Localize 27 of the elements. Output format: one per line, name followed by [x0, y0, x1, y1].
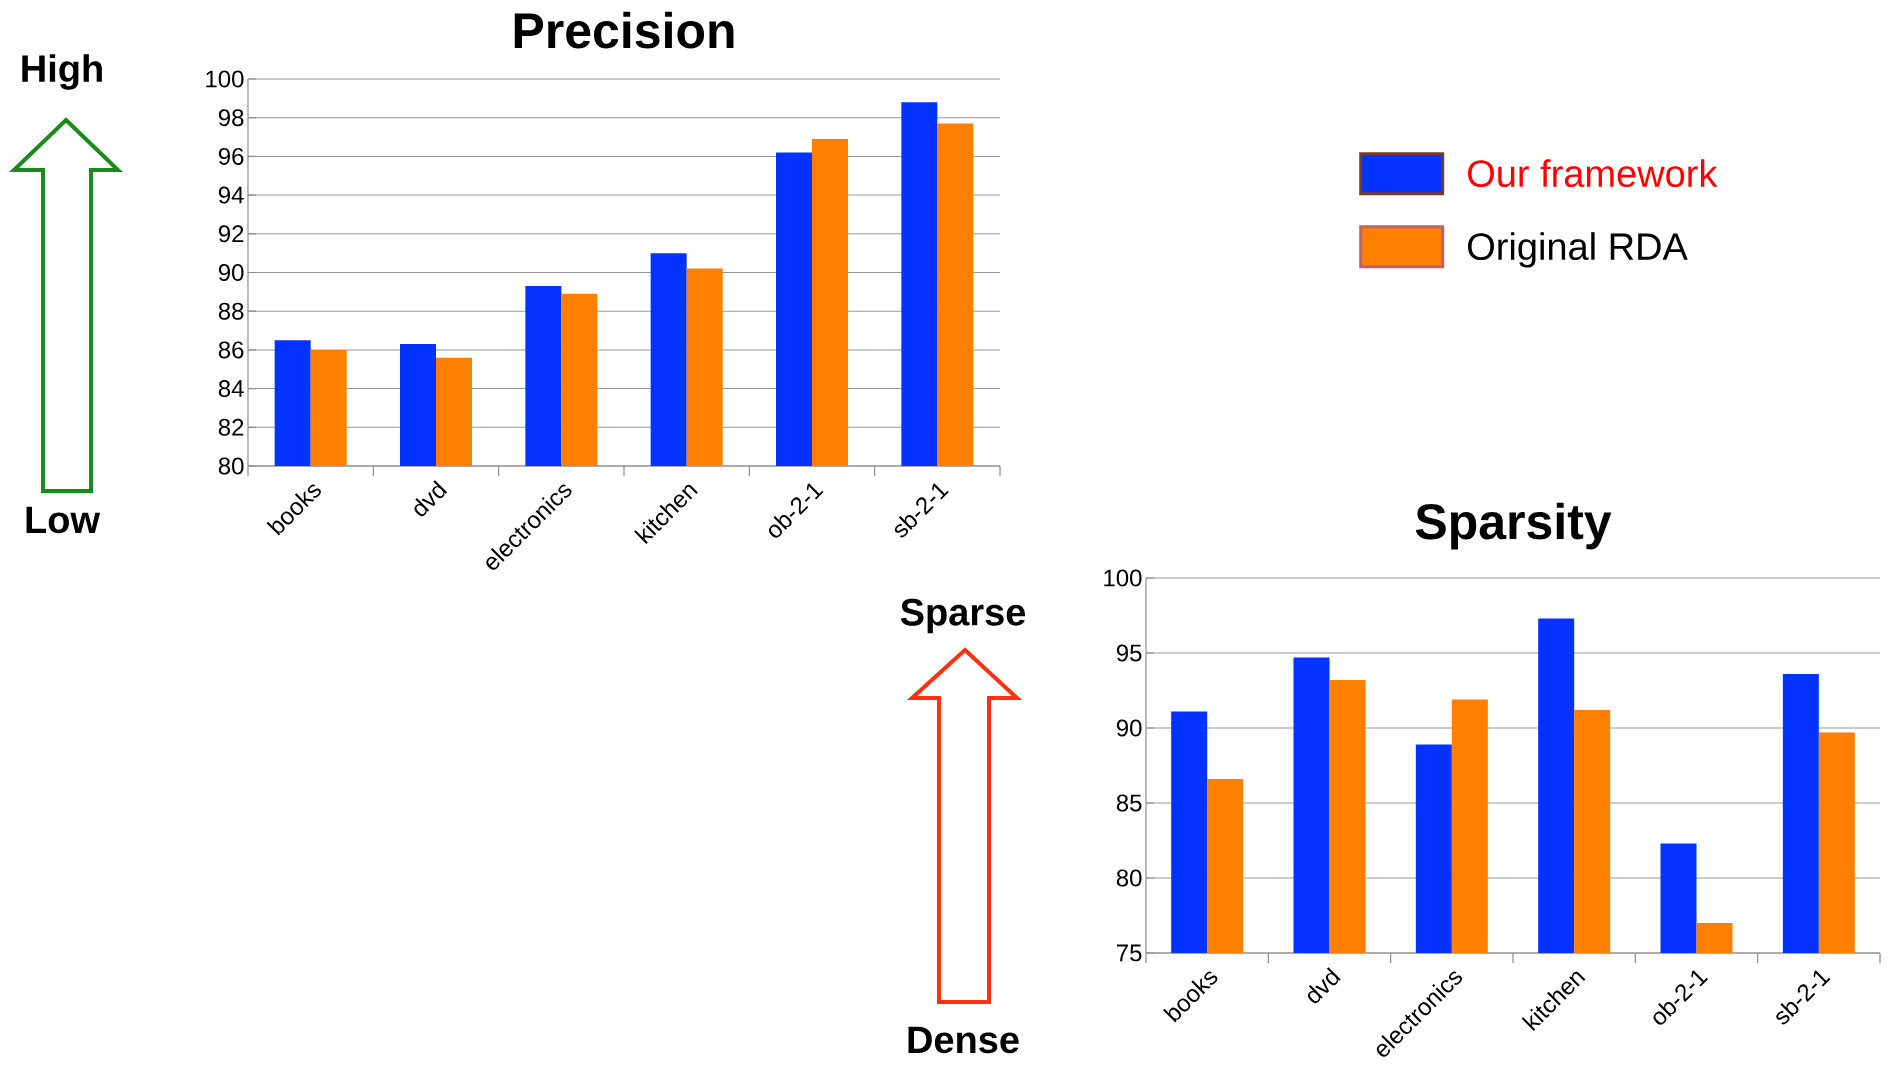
y-tick-label: 100	[1104, 569, 1142, 587]
y-tick-label: 98	[218, 109, 244, 127]
y-tick-label: 95	[1116, 644, 1142, 662]
y-tick-label: 88	[218, 302, 244, 320]
y-tick-label: 82	[218, 418, 244, 436]
legend-label: Original RDA	[1468, 232, 1688, 268]
x-tick-label: dvd	[1307, 967, 1341, 1004]
text: Dense	[908, 1026, 1019, 1054]
y-tick-label: 84	[218, 380, 244, 398]
y-tick-label: 85	[1116, 794, 1142, 812]
y-tick-label: 80	[1116, 869, 1142, 887]
x-tick-label: dvd	[414, 480, 448, 517]
y-tick-label: 80	[218, 457, 244, 475]
text: Low	[26, 506, 101, 534]
y-tick-label: 100	[206, 70, 244, 88]
chart-title: Sparsity	[1415, 502, 1612, 550]
y-tick-label: 96	[218, 147, 244, 165]
y-tick-label: 75	[1117, 944, 1142, 962]
y-tick-label: 90	[218, 264, 244, 281]
y-tick-label: 92	[218, 225, 244, 243]
y-tick-label: 90	[1116, 719, 1142, 737]
chart-title: Precision	[514, 11, 734, 49]
legend-label: Our framework	[1468, 159, 1718, 188]
text: High	[22, 54, 102, 90]
y-tick-label: 86	[218, 341, 244, 359]
y-tick-label: 94	[218, 186, 244, 204]
text: Sparse	[900, 598, 1026, 634]
